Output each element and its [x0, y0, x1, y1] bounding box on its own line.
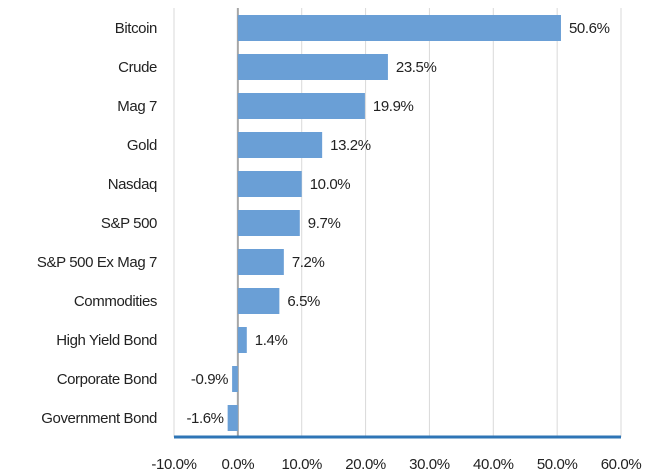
bar	[227, 405, 238, 431]
category-label: Corporate Bond	[57, 371, 157, 388]
bar	[237, 249, 284, 275]
x-tick-label: 20.0%	[345, 456, 386, 473]
data-label: 10.0%	[310, 176, 351, 193]
bar	[237, 93, 365, 119]
bar	[237, 54, 388, 80]
category-label: Commodities	[74, 293, 157, 310]
data-label: 9.7%	[308, 215, 341, 232]
data-label: 1.4%	[255, 332, 288, 349]
bar	[237, 288, 280, 314]
bar	[237, 15, 561, 41]
bar	[237, 132, 323, 158]
bar	[237, 210, 300, 236]
x-tick-label: 50.0%	[537, 456, 578, 473]
x-tick-label: 30.0%	[409, 456, 450, 473]
x-tick-label: 60.0%	[601, 456, 642, 473]
category-label: Crude	[118, 59, 157, 76]
data-label: 6.5%	[287, 293, 320, 310]
data-label: 13.2%	[330, 137, 371, 154]
data-label: 50.6%	[569, 20, 610, 37]
x-tick-label: 10.0%	[281, 456, 322, 473]
bar	[237, 171, 302, 197]
data-label: 19.9%	[373, 98, 414, 115]
category-label: Gold	[127, 137, 157, 154]
category-label: Bitcoin	[115, 20, 157, 37]
x-tick-label: 40.0%	[473, 456, 514, 473]
x-tick-label: 0.0%	[222, 456, 255, 473]
category-label: Nasdaq	[108, 176, 157, 193]
data-label: 7.2%	[292, 254, 325, 271]
category-label: S&P 500 Ex Mag 7	[37, 254, 157, 271]
data-label: -0.9%	[191, 371, 228, 388]
data-label: 23.5%	[396, 59, 437, 76]
bar	[232, 366, 238, 392]
category-label: High Yield Bond	[56, 332, 157, 349]
data-label: -1.6%	[186, 410, 223, 427]
x-tick-label: -10.0%	[151, 456, 196, 473]
category-label: S&P 500	[101, 215, 157, 232]
category-label: Mag 7	[117, 98, 157, 115]
bar	[237, 327, 247, 353]
category-label: Government Bond	[41, 410, 157, 427]
